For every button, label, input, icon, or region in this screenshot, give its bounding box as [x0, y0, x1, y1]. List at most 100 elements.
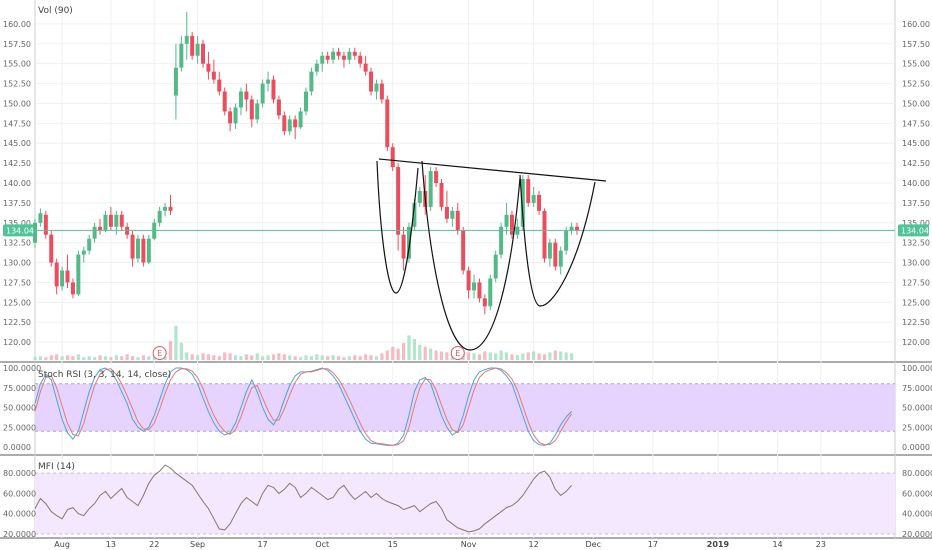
- volume-bar: [38, 356, 43, 360]
- candle-body: [276, 99, 281, 116]
- candle-body: [228, 111, 233, 124]
- price-axis-tick-right: 127.50: [902, 278, 930, 287]
- mfi-axis-tick-left: 20.0000: [3, 530, 36, 539]
- candle: [564, 226, 569, 255]
- candle: [537, 190, 542, 215]
- volume-bar: [65, 355, 70, 360]
- candle: [92, 222, 97, 243]
- candle-body: [390, 147, 395, 168]
- candle: [163, 202, 168, 217]
- last-price-label-left: 134.04: [6, 226, 34, 235]
- candle: [320, 51, 325, 72]
- candle-body: [43, 214, 48, 235]
- candle-body: [331, 51, 336, 60]
- candle: [542, 208, 547, 263]
- candle-body: [450, 210, 455, 219]
- volume-bar: [309, 356, 314, 360]
- last-price-label-right: 134.04: [901, 226, 929, 235]
- candle: [244, 83, 249, 112]
- volume-bar: [206, 354, 211, 360]
- volume-bar: [369, 355, 373, 360]
- x-axis-tick: 13: [106, 540, 116, 549]
- candle: [331, 47, 336, 64]
- candle: [298, 107, 303, 129]
- candle-body: [146, 238, 151, 263]
- x-axis-tick: 2019: [707, 540, 730, 549]
- price-axis-tick-left: 147.50: [3, 119, 31, 128]
- price-axis-tick-left: 145.00: [3, 139, 31, 148]
- candle: [228, 107, 233, 132]
- candle: [493, 250, 498, 283]
- volume-bar: [212, 355, 216, 360]
- x-axis-tick: 12: [529, 540, 539, 549]
- price-axis-tick-right: 160.00: [902, 20, 930, 29]
- candle: [190, 31, 195, 60]
- candle-body: [466, 270, 471, 291]
- candle: [575, 222, 579, 235]
- stoch-axis-tick-right: 50.0000: [902, 404, 932, 413]
- volume-bar: [261, 356, 265, 360]
- candle: [461, 226, 466, 275]
- candle: [304, 87, 308, 116]
- volume-bar: [331, 355, 335, 360]
- candle: [65, 254, 70, 289]
- earnings-marker-label: E: [157, 349, 162, 358]
- volume-bar: [548, 352, 552, 360]
- price-axis-tick-right: 122.50: [902, 318, 930, 327]
- candle-body: [439, 183, 444, 207]
- candle: [255, 99, 260, 124]
- candle-body: [341, 55, 346, 60]
- candle-body: [179, 43, 184, 68]
- x-axis-tick: Oct: [315, 540, 329, 549]
- candle: [374, 79, 379, 100]
- candle: [135, 234, 140, 263]
- candle: [390, 143, 395, 172]
- volume-bar: [429, 348, 433, 360]
- price-axis-tick-right: 152.50: [902, 80, 930, 89]
- candle-body: [238, 91, 243, 108]
- candle: [379, 79, 384, 104]
- price-axis-tick-right: 132.50: [902, 239, 930, 248]
- candle: [417, 186, 422, 207]
- volume-bar: [499, 350, 503, 360]
- volume-bar: [125, 354, 129, 360]
- candle: [504, 202, 509, 235]
- candle-body: [184, 35, 189, 44]
- candle: [472, 274, 477, 299]
- volume-bar: [391, 346, 395, 360]
- volume-bar: [526, 352, 530, 360]
- x-axis-tick: 23: [816, 540, 826, 549]
- candle-body: [477, 282, 482, 299]
- price-axis-tick-left: 160.00: [3, 20, 31, 29]
- candle: [260, 79, 265, 108]
- candle-body: [141, 238, 146, 263]
- price-axis-tick-left: 152.50: [3, 80, 31, 89]
- candle-body: [76, 254, 81, 295]
- candle-body: [168, 206, 173, 211]
- candle: [76, 250, 81, 296]
- stoch-axis-tick-left: 75.0000: [3, 384, 36, 393]
- stoch-axis-tick-left: 25.0000: [3, 423, 36, 432]
- candle-body: [81, 250, 86, 255]
- volume-bar: [55, 354, 59, 360]
- candle-body: [531, 194, 536, 203]
- volume-bar: [87, 356, 91, 360]
- candle: [553, 238, 558, 271]
- candle-body: [575, 226, 579, 231]
- candle-body: [173, 67, 178, 96]
- candle: [352, 47, 357, 60]
- candle: [477, 278, 482, 303]
- x-axis-tick: Dec: [586, 540, 601, 549]
- candle: [358, 51, 363, 68]
- candle-body: [537, 194, 542, 211]
- volume-bar: [412, 339, 416, 360]
- price-axis-tick-left: 132.50: [3, 239, 31, 248]
- stoch-axis-tick-right: 75.0000: [902, 384, 932, 393]
- candle: [547, 238, 552, 267]
- candle-body: [201, 43, 206, 64]
- candle-body: [461, 230, 466, 271]
- stoch-axis-tick-left: 100.0000: [3, 364, 41, 373]
